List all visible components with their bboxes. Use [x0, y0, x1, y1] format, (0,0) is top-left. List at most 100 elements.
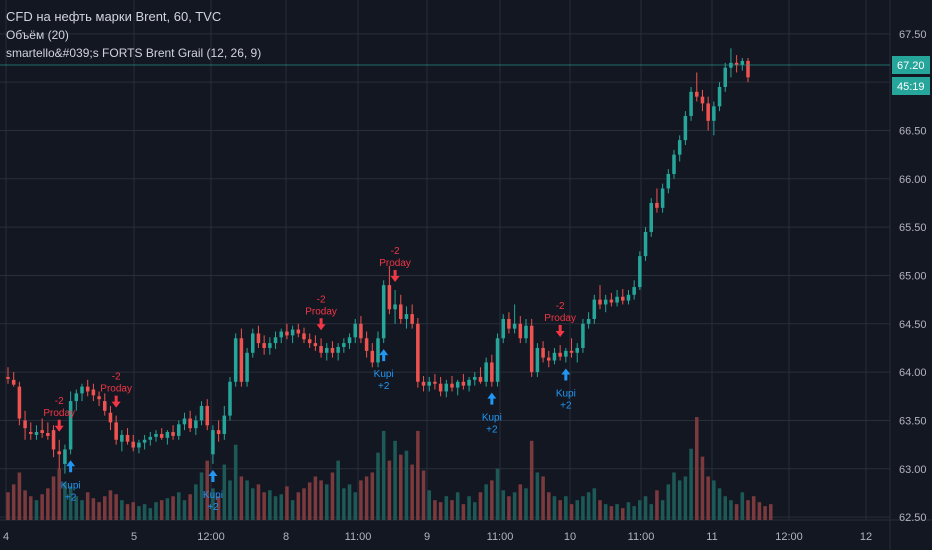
candle-body[interactable] — [444, 383, 449, 392]
candle-body[interactable] — [655, 202, 659, 208]
candle-body[interactable] — [85, 386, 90, 392]
candle-body[interactable] — [381, 285, 386, 339]
candle-body[interactable] — [194, 420, 198, 429]
candle-body[interactable] — [46, 433, 50, 436]
candle-body[interactable] — [239, 338, 244, 382]
candle-body[interactable] — [621, 296, 625, 301]
candle-body[interactable] — [325, 347, 329, 353]
candle-body[interactable] — [723, 67, 727, 87]
candle-body[interactable] — [251, 333, 255, 353]
candle-body[interactable] — [97, 396, 101, 400]
candle-body[interactable] — [712, 106, 716, 121]
candle-body[interactable] — [478, 376, 483, 382]
candle-body[interactable] — [211, 430, 215, 455]
candle-body[interactable] — [564, 350, 568, 357]
candle-body[interactable] — [393, 304, 397, 310]
candle-body[interactable] — [598, 299, 602, 305]
symbol-title[interactable]: CFD на нефть марки Brent, 60, TVC — [6, 9, 222, 24]
candle-body[interactable] — [438, 383, 443, 392]
candle-body[interactable] — [296, 329, 301, 334]
candle-body[interactable] — [495, 338, 500, 382]
candle-body[interactable] — [547, 357, 551, 361]
candle-body[interactable] — [6, 376, 10, 379]
candle-body[interactable] — [746, 60, 750, 78]
candle-body[interactable] — [216, 430, 221, 434]
candle-body[interactable] — [467, 379, 471, 386]
candle-body[interactable] — [370, 350, 375, 363]
candle-body[interactable] — [245, 352, 249, 382]
candle-body[interactable] — [108, 412, 113, 423]
candle-body[interactable] — [433, 381, 437, 384]
candle-body[interactable] — [307, 339, 312, 344]
candle-body[interactable] — [319, 346, 323, 353]
candle-body[interactable] — [672, 154, 676, 174]
candlesticks[interactable] — [6, 48, 750, 474]
candle-body[interactable] — [643, 231, 648, 257]
candle-body[interactable] — [421, 381, 426, 386]
candle-body[interactable] — [399, 304, 403, 319]
candle-body[interactable] — [182, 418, 187, 425]
candle-body[interactable] — [125, 434, 130, 442]
candle-body[interactable] — [689, 91, 693, 116]
candle-body[interactable] — [353, 323, 357, 338]
candle-body[interactable] — [535, 347, 540, 373]
candle-body[interactable] — [171, 432, 175, 436]
candle-body[interactable] — [148, 436, 153, 440]
candle-body[interactable] — [638, 256, 642, 288]
candle-body[interactable] — [285, 331, 289, 336]
candle-body[interactable] — [68, 401, 73, 450]
candle-body[interactable] — [137, 442, 141, 448]
candle-body[interactable] — [552, 352, 557, 361]
candle-body[interactable] — [63, 449, 67, 464]
candle-body[interactable] — [529, 325, 534, 373]
candle-body[interactable] — [154, 433, 158, 437]
candle-body[interactable] — [683, 115, 688, 141]
candle-body[interactable] — [581, 323, 585, 348]
candle-body[interactable] — [359, 323, 363, 339]
candle-body[interactable] — [17, 386, 22, 419]
candle-body[interactable] — [695, 91, 699, 97]
candle-body[interactable] — [507, 318, 511, 329]
candle-body[interactable] — [262, 343, 266, 348]
candle-body[interactable] — [473, 376, 477, 380]
candle-body[interactable] — [23, 420, 27, 429]
candle-body[interactable] — [205, 405, 209, 426]
candle-body[interactable] — [29, 432, 33, 434]
candle-body[interactable] — [649, 202, 653, 232]
candle-body[interactable] — [91, 389, 96, 396]
candle-body[interactable] — [387, 285, 392, 310]
candle-body[interactable] — [740, 60, 745, 65]
candle-body[interactable] — [34, 432, 39, 435]
candle-body[interactable] — [541, 347, 545, 358]
candle-body[interactable] — [427, 381, 431, 386]
candle-body[interactable] — [410, 314, 414, 324]
candle-body[interactable] — [330, 347, 335, 353]
candle-body[interactable] — [524, 325, 528, 339]
time-axis[interactable]: 4 5 12:00 8 11:00 9 11:00 10 11:00 11 12:00 12 — [3, 531, 872, 543]
candle-body[interactable] — [609, 299, 614, 303]
candle-body[interactable] — [416, 323, 420, 382]
candle-body[interactable] — [512, 323, 517, 329]
candle-body[interactable] — [518, 323, 523, 339]
candle-body[interactable] — [666, 173, 671, 189]
candle-body[interactable] — [615, 296, 619, 303]
candle-body[interactable] — [404, 314, 409, 319]
candle-body[interactable] — [51, 430, 56, 450]
candle-body[interactable] — [626, 294, 631, 301]
candle-body[interactable] — [268, 343, 272, 348]
candle-body[interactable] — [575, 347, 579, 353]
candle-body[interactable] — [188, 418, 192, 429]
candle-body[interactable] — [376, 338, 380, 363]
candle-body[interactable] — [490, 362, 494, 382]
candle-body[interactable] — [677, 140, 682, 155]
candle-body[interactable] — [342, 343, 346, 347]
candle-body[interactable] — [501, 318, 505, 339]
candle-body[interactable] — [228, 381, 232, 416]
candle-body[interactable] — [131, 441, 135, 448]
candle-body[interactable] — [80, 386, 84, 394]
candle-body[interactable] — [11, 379, 16, 385]
candle-body[interactable] — [199, 405, 204, 421]
candle-body[interactable] — [717, 86, 722, 107]
candle-body[interactable] — [120, 434, 124, 442]
